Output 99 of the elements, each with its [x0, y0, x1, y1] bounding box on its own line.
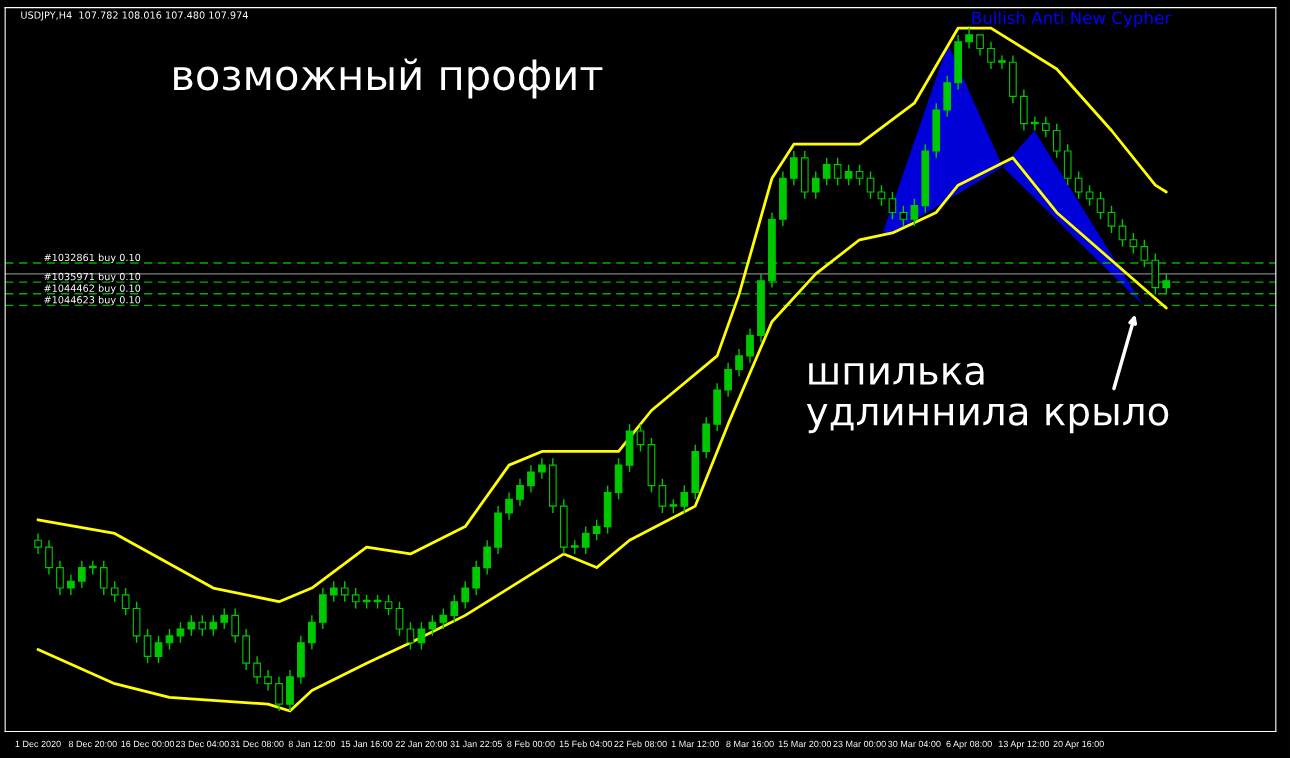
candlestick: [329, 580, 338, 603]
x-tick-label: 31 Dec 08:00: [230, 740, 284, 748]
candlestick: [231, 607, 240, 644]
annotation: возможный профит: [174, 58, 603, 99]
chart-title: USDJPY,H4 107.782 108.016 107.480 107.974: [21, 11, 248, 21]
candlestick: [472, 560, 481, 596]
candlestick: [406, 621, 415, 651]
candlestick: [45, 539, 53, 576]
ref-line-label: #1032861 buy 0.10: [44, 253, 141, 263]
candlestick: [789, 150, 798, 186]
candlestick: [680, 484, 689, 514]
candlestick: [844, 163, 853, 186]
x-tick-label: 1 Dec 2020: [15, 740, 61, 748]
candlestick: [538, 457, 546, 480]
candlestick: [384, 594, 393, 617]
x-tick-label: 23 Mar 00:00: [833, 740, 886, 748]
candlestick: [965, 27, 973, 50]
candlestick: [275, 676, 283, 712]
candlestick: [209, 614, 218, 637]
candlestick: [811, 170, 820, 200]
candlestick: [143, 628, 152, 664]
candlestick: [198, 614, 207, 637]
candlestick: [110, 580, 119, 603]
candlestick: [899, 204, 908, 227]
x-tick-label: 22 Jan 20:00: [395, 740, 448, 748]
candlestick: [1118, 218, 1127, 248]
candlestick: [976, 34, 984, 57]
candlestick: [910, 198, 919, 227]
candlestick: [877, 184, 886, 207]
ref-line-label: #1044462 buy 0.10: [44, 284, 141, 294]
candlestick: [67, 573, 75, 596]
candlestick: [308, 614, 316, 651]
candlestick: [866, 170, 875, 200]
candlestick: [855, 163, 864, 186]
x-tick-label: 6 Apr 08:00: [946, 740, 992, 749]
candlestick: [833, 157, 842, 186]
candlestick: [987, 41, 995, 70]
candlestick: [187, 614, 196, 637]
candlestick: [264, 669, 272, 692]
candlestick: [77, 560, 86, 589]
x-tick-label: 23 Dec 04:00: [175, 740, 229, 748]
candlestick: [428, 614, 437, 637]
x-tick-label: 16 Dec 00:00: [121, 740, 175, 748]
candlestick: [121, 587, 130, 617]
candlestick: [746, 327, 754, 364]
candlestick: [165, 628, 174, 651]
candlestick: [888, 191, 897, 220]
candlestick: [176, 621, 185, 644]
candlestick: [450, 594, 459, 623]
candlestick: [998, 54, 1006, 70]
candlestick: [592, 519, 601, 541]
candlestick: [1140, 239, 1149, 268]
x-tick-label: 8 Dec 20:00: [68, 740, 117, 748]
candlestick: [34, 532, 42, 555]
candlestick: [636, 423, 645, 453]
candlestick: [99, 560, 108, 596]
candlestick: [395, 601, 404, 637]
candlestick: [417, 621, 426, 651]
candlestick: [724, 362, 732, 398]
text: Bullish Anti New Cypher: [972, 11, 1172, 28]
candlestick: [461, 580, 470, 610]
x-tick-label: 30 Mar 04:00: [888, 740, 941, 748]
candlestick: [822, 157, 831, 186]
candlestick: [658, 478, 667, 514]
x-tick-label: 22 Feb 08:00: [614, 740, 667, 748]
candlestick: [1129, 232, 1138, 255]
x-tick-label: 13 Apr 12:00: [998, 740, 1050, 749]
x-tick-label: 1 Mar 12:00: [671, 740, 719, 748]
candlestick: [483, 539, 491, 576]
ref-line-label: #1044623 buy 0.10: [44, 295, 141, 306]
candlestick: [220, 607, 229, 630]
x-tick-label: 20 Apr 16:00: [1053, 740, 1104, 749]
annotation: шпилька удлиннила крыло: [806, 362, 1169, 434]
candlestick: [1162, 273, 1171, 296]
candlestick: [505, 491, 513, 521]
candlestick: [527, 464, 535, 494]
candlestick: [1096, 191, 1105, 220]
candlestick: [439, 607, 448, 630]
x-tick-label: 8 Jan 12:00: [288, 740, 336, 748]
candlestick: [1041, 116, 1050, 139]
candlestick: [1052, 122, 1061, 159]
candlestick: [1074, 170, 1083, 200]
x-tick-label: 15 Mar 20:00: [778, 740, 832, 748]
candlestick: [1107, 204, 1116, 234]
x-tick-label: 31 Jan 22:05: [450, 740, 502, 748]
x-tick-label: 8 Feb 00:00: [507, 740, 555, 748]
candlestick: [735, 348, 743, 378]
candlestick: [581, 525, 590, 555]
candlestick: [253, 655, 261, 685]
candlestick: [351, 587, 360, 610]
x-tick-label: 8 Mar 16:00: [726, 740, 774, 748]
x-tick-label: 15 Feb 04:00: [559, 740, 612, 748]
ref-line-label: #1035971 buy 0.10: [44, 272, 141, 283]
x-tick-label: 15 Jan 16:00: [341, 740, 393, 748]
candlestick: [1085, 184, 1094, 207]
candlestick: [340, 580, 349, 603]
candlestick: [56, 560, 64, 596]
candlestick: [516, 478, 524, 507]
candlestick: [154, 635, 163, 664]
